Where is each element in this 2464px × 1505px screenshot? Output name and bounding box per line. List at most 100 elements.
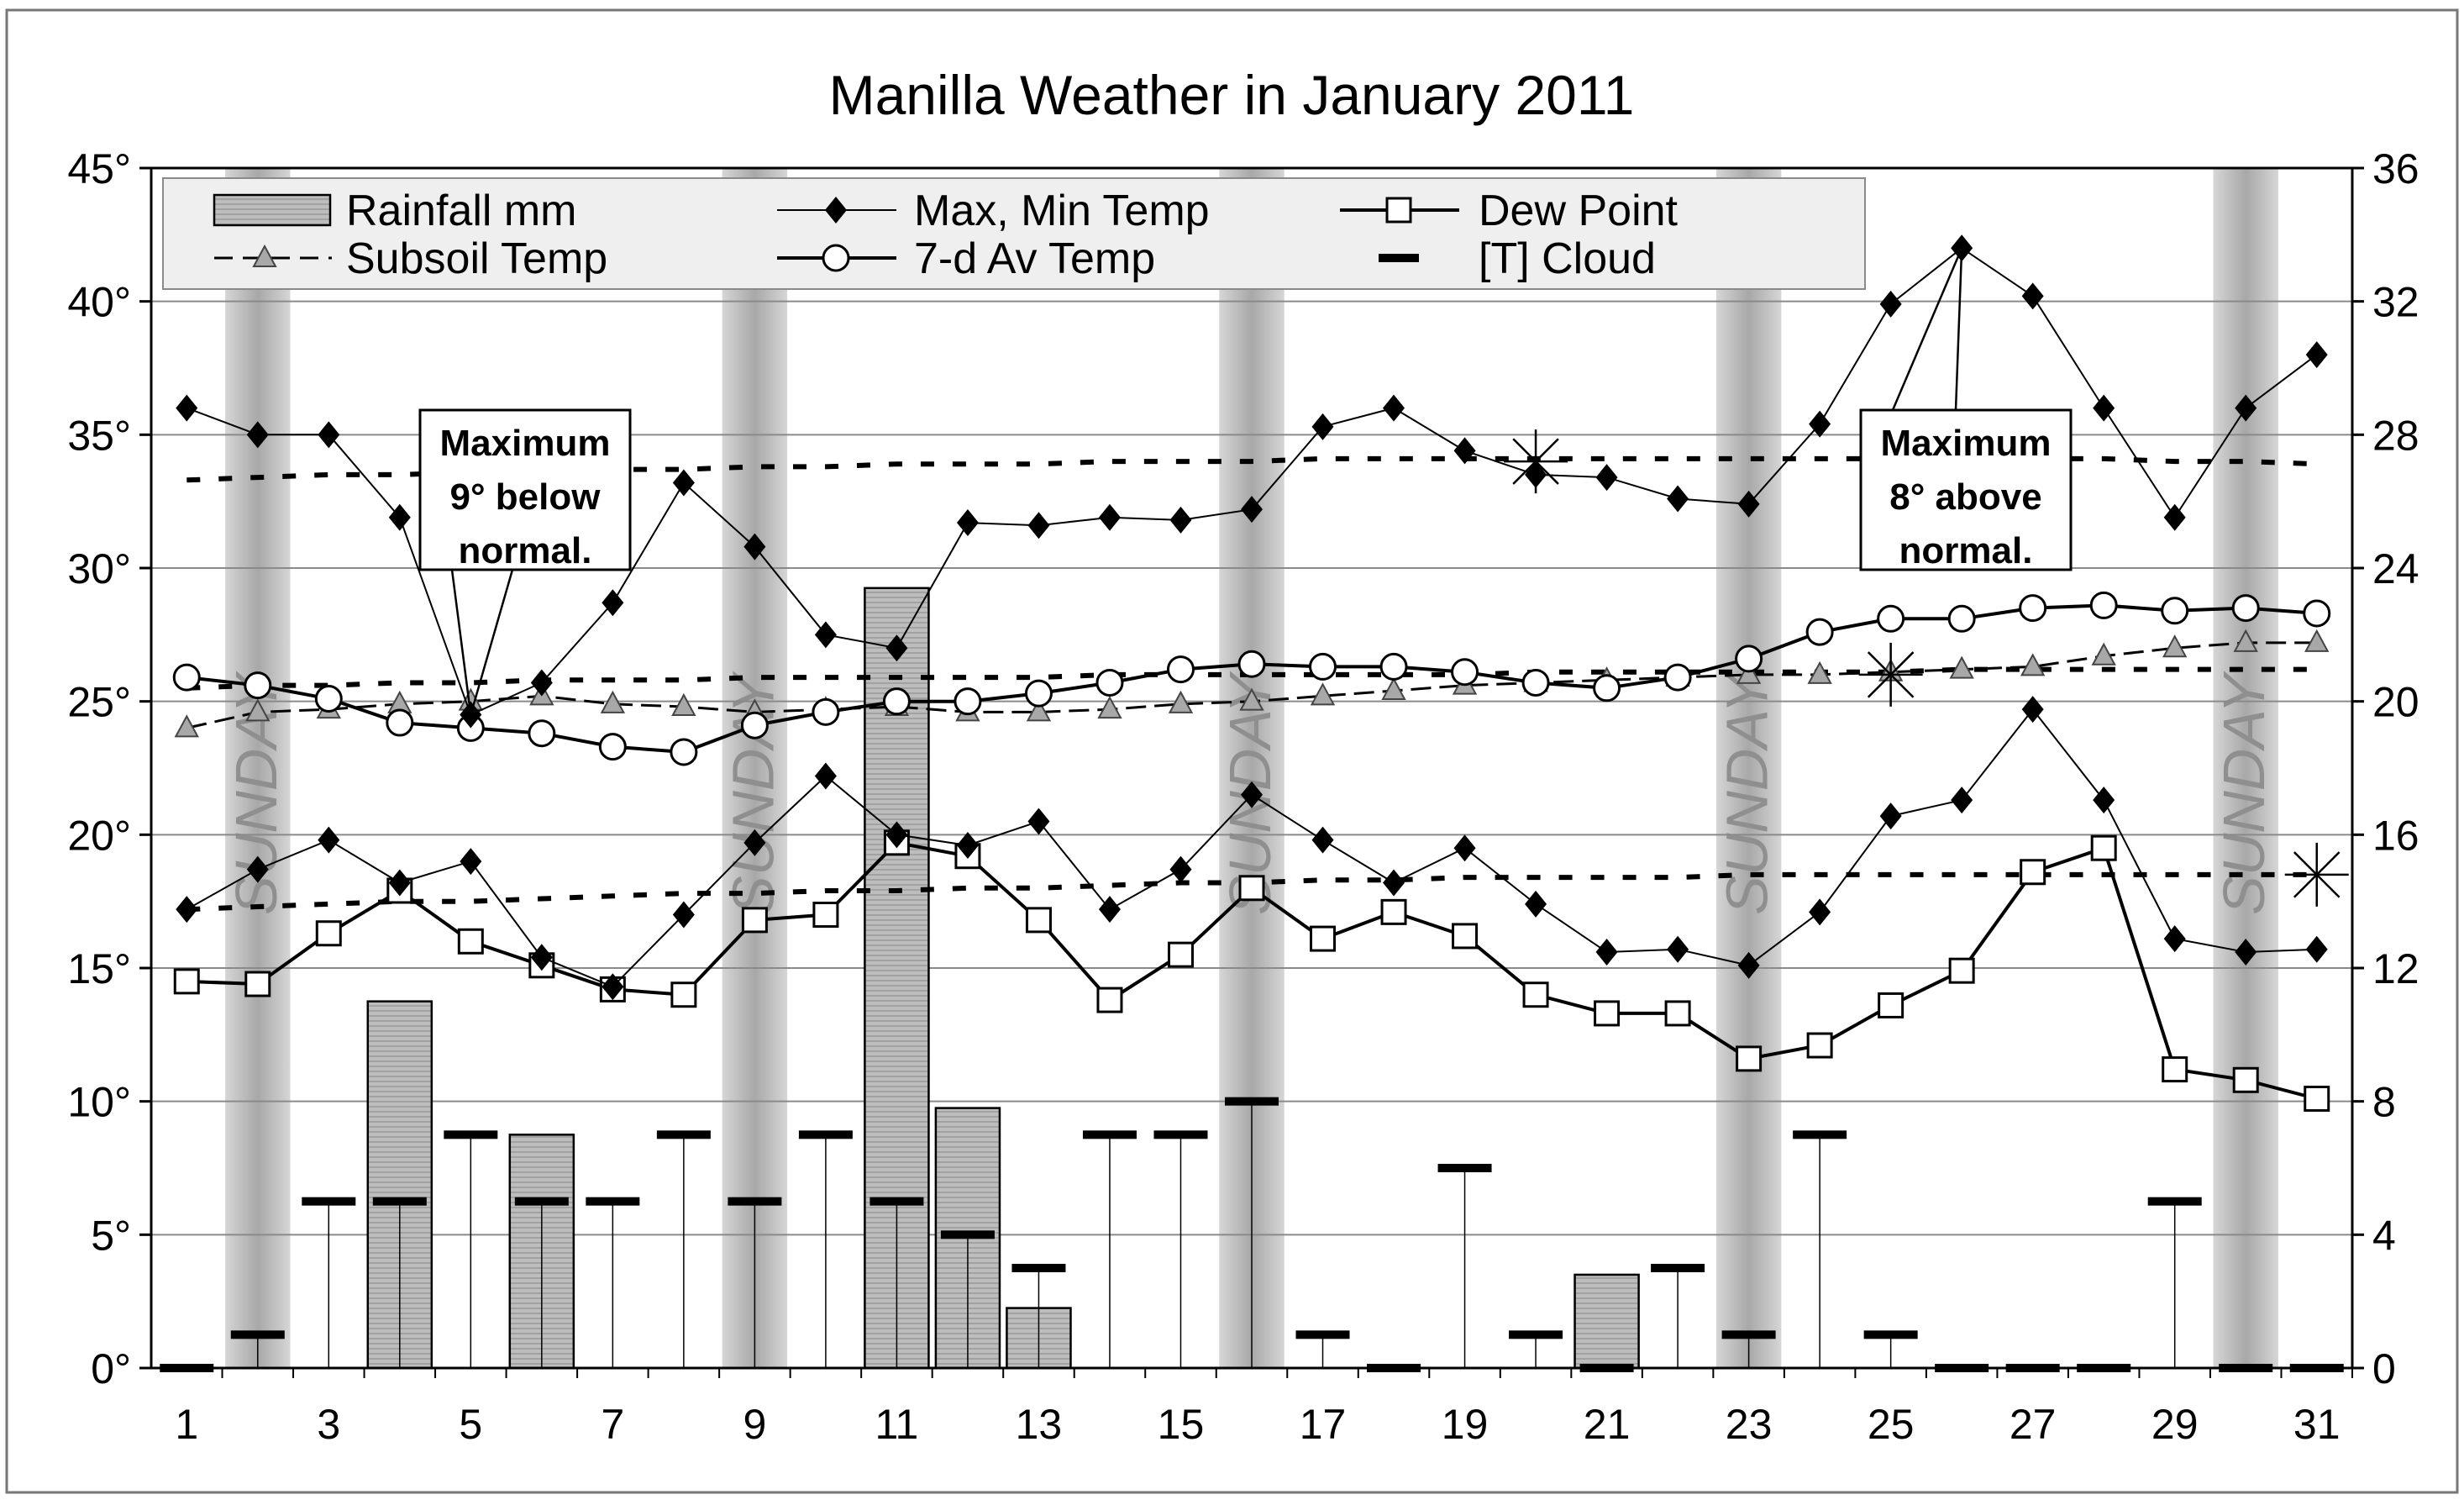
avg-temp-point <box>1593 674 1621 703</box>
callout-box <box>1859 408 2073 571</box>
cloud-marker <box>586 1197 640 1206</box>
callout-text: normal. <box>1899 530 2033 571</box>
min-temp-point <box>1311 826 1334 854</box>
max-temp-point <box>246 421 269 449</box>
x-axis-label: 3 <box>317 1401 340 1448</box>
right-axis-label: 8 <box>2372 1079 2396 1126</box>
avg-temp-point <box>882 687 911 716</box>
max-temp-point <box>602 589 624 617</box>
avg-temp-point <box>244 671 272 700</box>
min-temp-point <box>1027 808 1050 835</box>
subsoil-point <box>1381 676 1406 700</box>
max-temp-point <box>814 621 837 649</box>
legend-item: [T] Cloud <box>1379 234 1656 283</box>
dew-point-point <box>1664 1000 1691 1027</box>
star-ray <box>1512 438 1559 485</box>
min-temp-point <box>1098 896 1121 924</box>
min-temp-point <box>1525 890 1547 918</box>
max-temp-point <box>1879 290 1902 318</box>
min-temp-point <box>1453 834 1476 862</box>
max-temp-point <box>2021 282 2044 310</box>
dew-point-point <box>2090 834 2117 861</box>
dew-point-point <box>2020 859 2046 886</box>
left-axis-label: 25° <box>67 679 131 726</box>
x-axis-label: 23 <box>1726 1401 1773 1448</box>
right-axis-label: 32 <box>2372 279 2419 326</box>
avg-temp-point <box>1309 652 1337 681</box>
max-temp-point <box>318 421 340 449</box>
dew-point-point <box>2304 1085 2330 1112</box>
cloud-marker <box>372 1197 427 1206</box>
min-temp-point <box>814 762 837 790</box>
min-temp-point <box>1241 781 1263 808</box>
dew-point-point <box>1806 1032 1833 1059</box>
max-temp-point <box>956 509 979 537</box>
cloud-marker <box>1863 1330 1918 1339</box>
subsoil-point <box>2091 642 2116 666</box>
cloud-marker <box>728 1197 782 1206</box>
cloud-marker <box>1011 1264 1066 1272</box>
subsoil-point <box>1097 696 1122 719</box>
min-temp-point <box>2021 696 2044 724</box>
right-axis-label: 0 <box>2372 1345 2396 1392</box>
avg-temp-point <box>1947 604 1976 633</box>
rainfall-bar <box>1573 1273 1640 1370</box>
legend-label: [T] Cloud <box>1479 234 1656 283</box>
min-temp-point <box>956 832 979 860</box>
dew-point-point <box>1380 898 1407 925</box>
max-temp-point <box>1311 413 1334 440</box>
cloud-marker <box>656 1130 711 1139</box>
left-axis-label: 35° <box>67 412 131 459</box>
max-temp-point <box>2163 503 2186 531</box>
left-axis-label: 30° <box>67 545 131 592</box>
cloud-marker <box>1509 1330 1563 1339</box>
min-temp-point <box>1951 787 1973 814</box>
avg-temp-point <box>386 708 414 737</box>
subsoil-point <box>2020 653 2046 676</box>
max-temp-point <box>1737 490 1760 518</box>
legend-swatch-diamond <box>825 197 847 224</box>
x-axis-label: 31 <box>2293 1401 2341 1448</box>
sunday-band <box>2213 168 2278 1368</box>
cloud-marker <box>1225 1097 1279 1106</box>
right-axis-label: 28 <box>2372 412 2419 459</box>
subsoil-point <box>671 692 696 717</box>
legend-swatch-triangle <box>252 244 277 267</box>
dew-point-point <box>1736 1045 1763 1072</box>
x-axis-label: 5 <box>459 1401 482 1448</box>
avg-temp-point <box>2161 597 2189 625</box>
subsoil-point <box>600 690 626 713</box>
dew-point-point <box>2162 1056 2188 1083</box>
cloud-marker <box>1153 1130 1208 1139</box>
max-temp-point <box>2305 341 2328 369</box>
max-temp-point <box>1241 496 1263 524</box>
dew-point-point <box>315 920 342 947</box>
dew-point-point <box>1452 923 1479 950</box>
callout-pointer <box>1954 248 1963 411</box>
dew-point-point <box>244 971 271 997</box>
min-temp-point <box>460 848 482 876</box>
left-axis-label: 15° <box>67 945 131 992</box>
dew-point-point <box>1025 907 1052 934</box>
callout-pointer <box>1891 247 1963 411</box>
min-temp-point <box>2163 925 2186 953</box>
subsoil-point <box>1310 682 1336 706</box>
star-marker <box>2284 842 2349 907</box>
legend-swatch-cloud <box>1379 254 1419 262</box>
x-axis-label: 25 <box>1868 1401 1915 1448</box>
legend-item: Dew Point <box>1340 187 1679 235</box>
cloud-marker <box>1295 1330 1350 1339</box>
min-temp-point <box>1595 938 1618 966</box>
dew-point-point <box>1096 987 1123 1013</box>
min-temp-point <box>1737 951 1760 979</box>
min-temp-point <box>672 901 695 929</box>
min-temp-point <box>602 973 624 1001</box>
right-axis-label: 20 <box>2372 679 2419 726</box>
right-axis-label: 24 <box>2372 545 2419 592</box>
max-temp-point <box>176 394 198 422</box>
right-axis-label: 4 <box>2372 1212 2396 1259</box>
avg-temp-point <box>2019 594 2047 623</box>
legend-swatch-circle <box>822 244 850 272</box>
x-axis-label: 19 <box>1442 1401 1489 1448</box>
legend-item: Rainfall mm <box>213 187 577 235</box>
